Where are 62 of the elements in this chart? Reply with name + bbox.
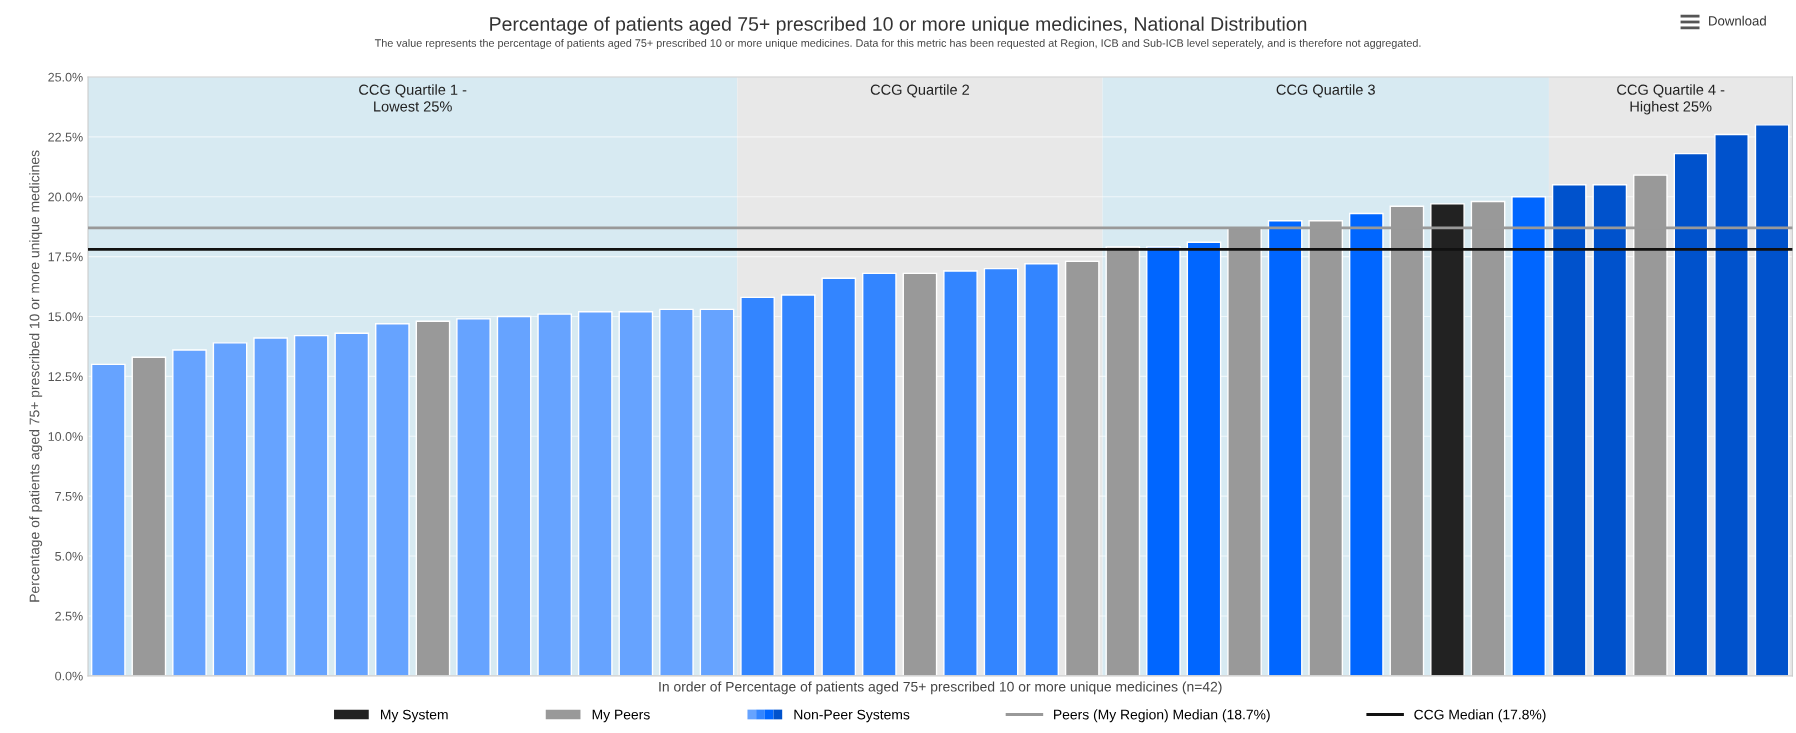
chart-title: Percentage of patients aged 75+ prescribed 10 or more unique medicines, National Distribution <box>490 16 1307 35</box>
y-tick-label: 0.0% <box>55 671 83 681</box>
y-axis-title: Percentage of patients aged 75+ prescribed 10 or more unique medicines <box>29 150 43 602</box>
bar <box>1754 124 1790 676</box>
annotation: CCG Quartile 4 - Highest 25% <box>1617 84 1725 115</box>
y-tick-label: 20.0% <box>48 192 83 202</box>
bar <box>943 270 978 676</box>
chart-subtitle: The value represents the percentage of patients aged 75+ prescribed 10 or more unique medicines. Data for this metric has been requested at Region, ICB and Sub-ICB level seperately, and is therefore not aggregated. <box>374 38 1421 50</box>
bar <box>1024 263 1059 676</box>
bar <box>1186 241 1222 676</box>
bar <box>253 337 288 676</box>
bar <box>415 320 451 676</box>
bar <box>537 313 573 676</box>
bar <box>212 342 248 676</box>
bar <box>577 311 613 676</box>
bar <box>1511 196 1546 676</box>
annotation: CCG Quartile 3 <box>1276 84 1375 98</box>
y-tick-label: 17.5% <box>48 252 83 262</box>
legend-label: My System <box>381 709 448 723</box>
bar <box>699 308 735 676</box>
bar <box>1146 246 1181 676</box>
bar <box>131 356 167 676</box>
bar <box>496 315 532 676</box>
bar <box>983 267 1019 676</box>
y-tick-label: 7.5% <box>55 492 83 501</box>
bar <box>172 349 207 676</box>
y-tick-label: 5.0% <box>55 551 83 561</box>
annotation: CCG Quartile 2 <box>870 84 970 98</box>
y-tick-label: 12.5% <box>48 372 83 382</box>
annotation: CCG Quartile 1 - Lowest 25% <box>359 84 467 112</box>
bar <box>618 311 654 676</box>
bar <box>1105 246 1141 676</box>
bar <box>821 277 857 676</box>
legend-label: Peers (My Region) Median (18.7%) <box>1054 709 1270 723</box>
bar <box>902 272 938 676</box>
bar <box>1267 219 1303 676</box>
text: Download <box>1709 15 1766 26</box>
x-axis-title: In order of Percentage of patients aged 75+ prescribed 10 or more unique medicines (n=42) <box>659 681 1222 695</box>
legend-label: CCG Median (17.8%) <box>1414 709 1546 723</box>
legend-label: My Peers <box>592 709 650 723</box>
bar <box>293 334 329 676</box>
bar <box>740 296 775 676</box>
y-tick-label: 22.5% <box>48 132 83 142</box>
bar <box>90 363 126 676</box>
y-tick-label: 15.0% <box>48 312 83 322</box>
bar <box>1064 260 1100 676</box>
bar <box>659 308 694 676</box>
y-tick-label: 2.5% <box>55 611 83 621</box>
bar <box>375 323 410 676</box>
bar <box>1348 212 1384 676</box>
bar <box>1430 203 1465 676</box>
bar <box>1673 152 1709 676</box>
y-tick-label: 25.0% <box>48 72 83 82</box>
legend-label: Non-Peer Systems <box>794 709 910 723</box>
bar <box>1714 133 1749 676</box>
bar <box>1592 184 1628 676</box>
bar <box>1551 184 1587 676</box>
bar <box>862 272 897 676</box>
bar <box>334 332 370 676</box>
bar <box>456 318 491 676</box>
bar <box>780 294 816 676</box>
y-tick-label: 10.0% <box>48 432 83 441</box>
